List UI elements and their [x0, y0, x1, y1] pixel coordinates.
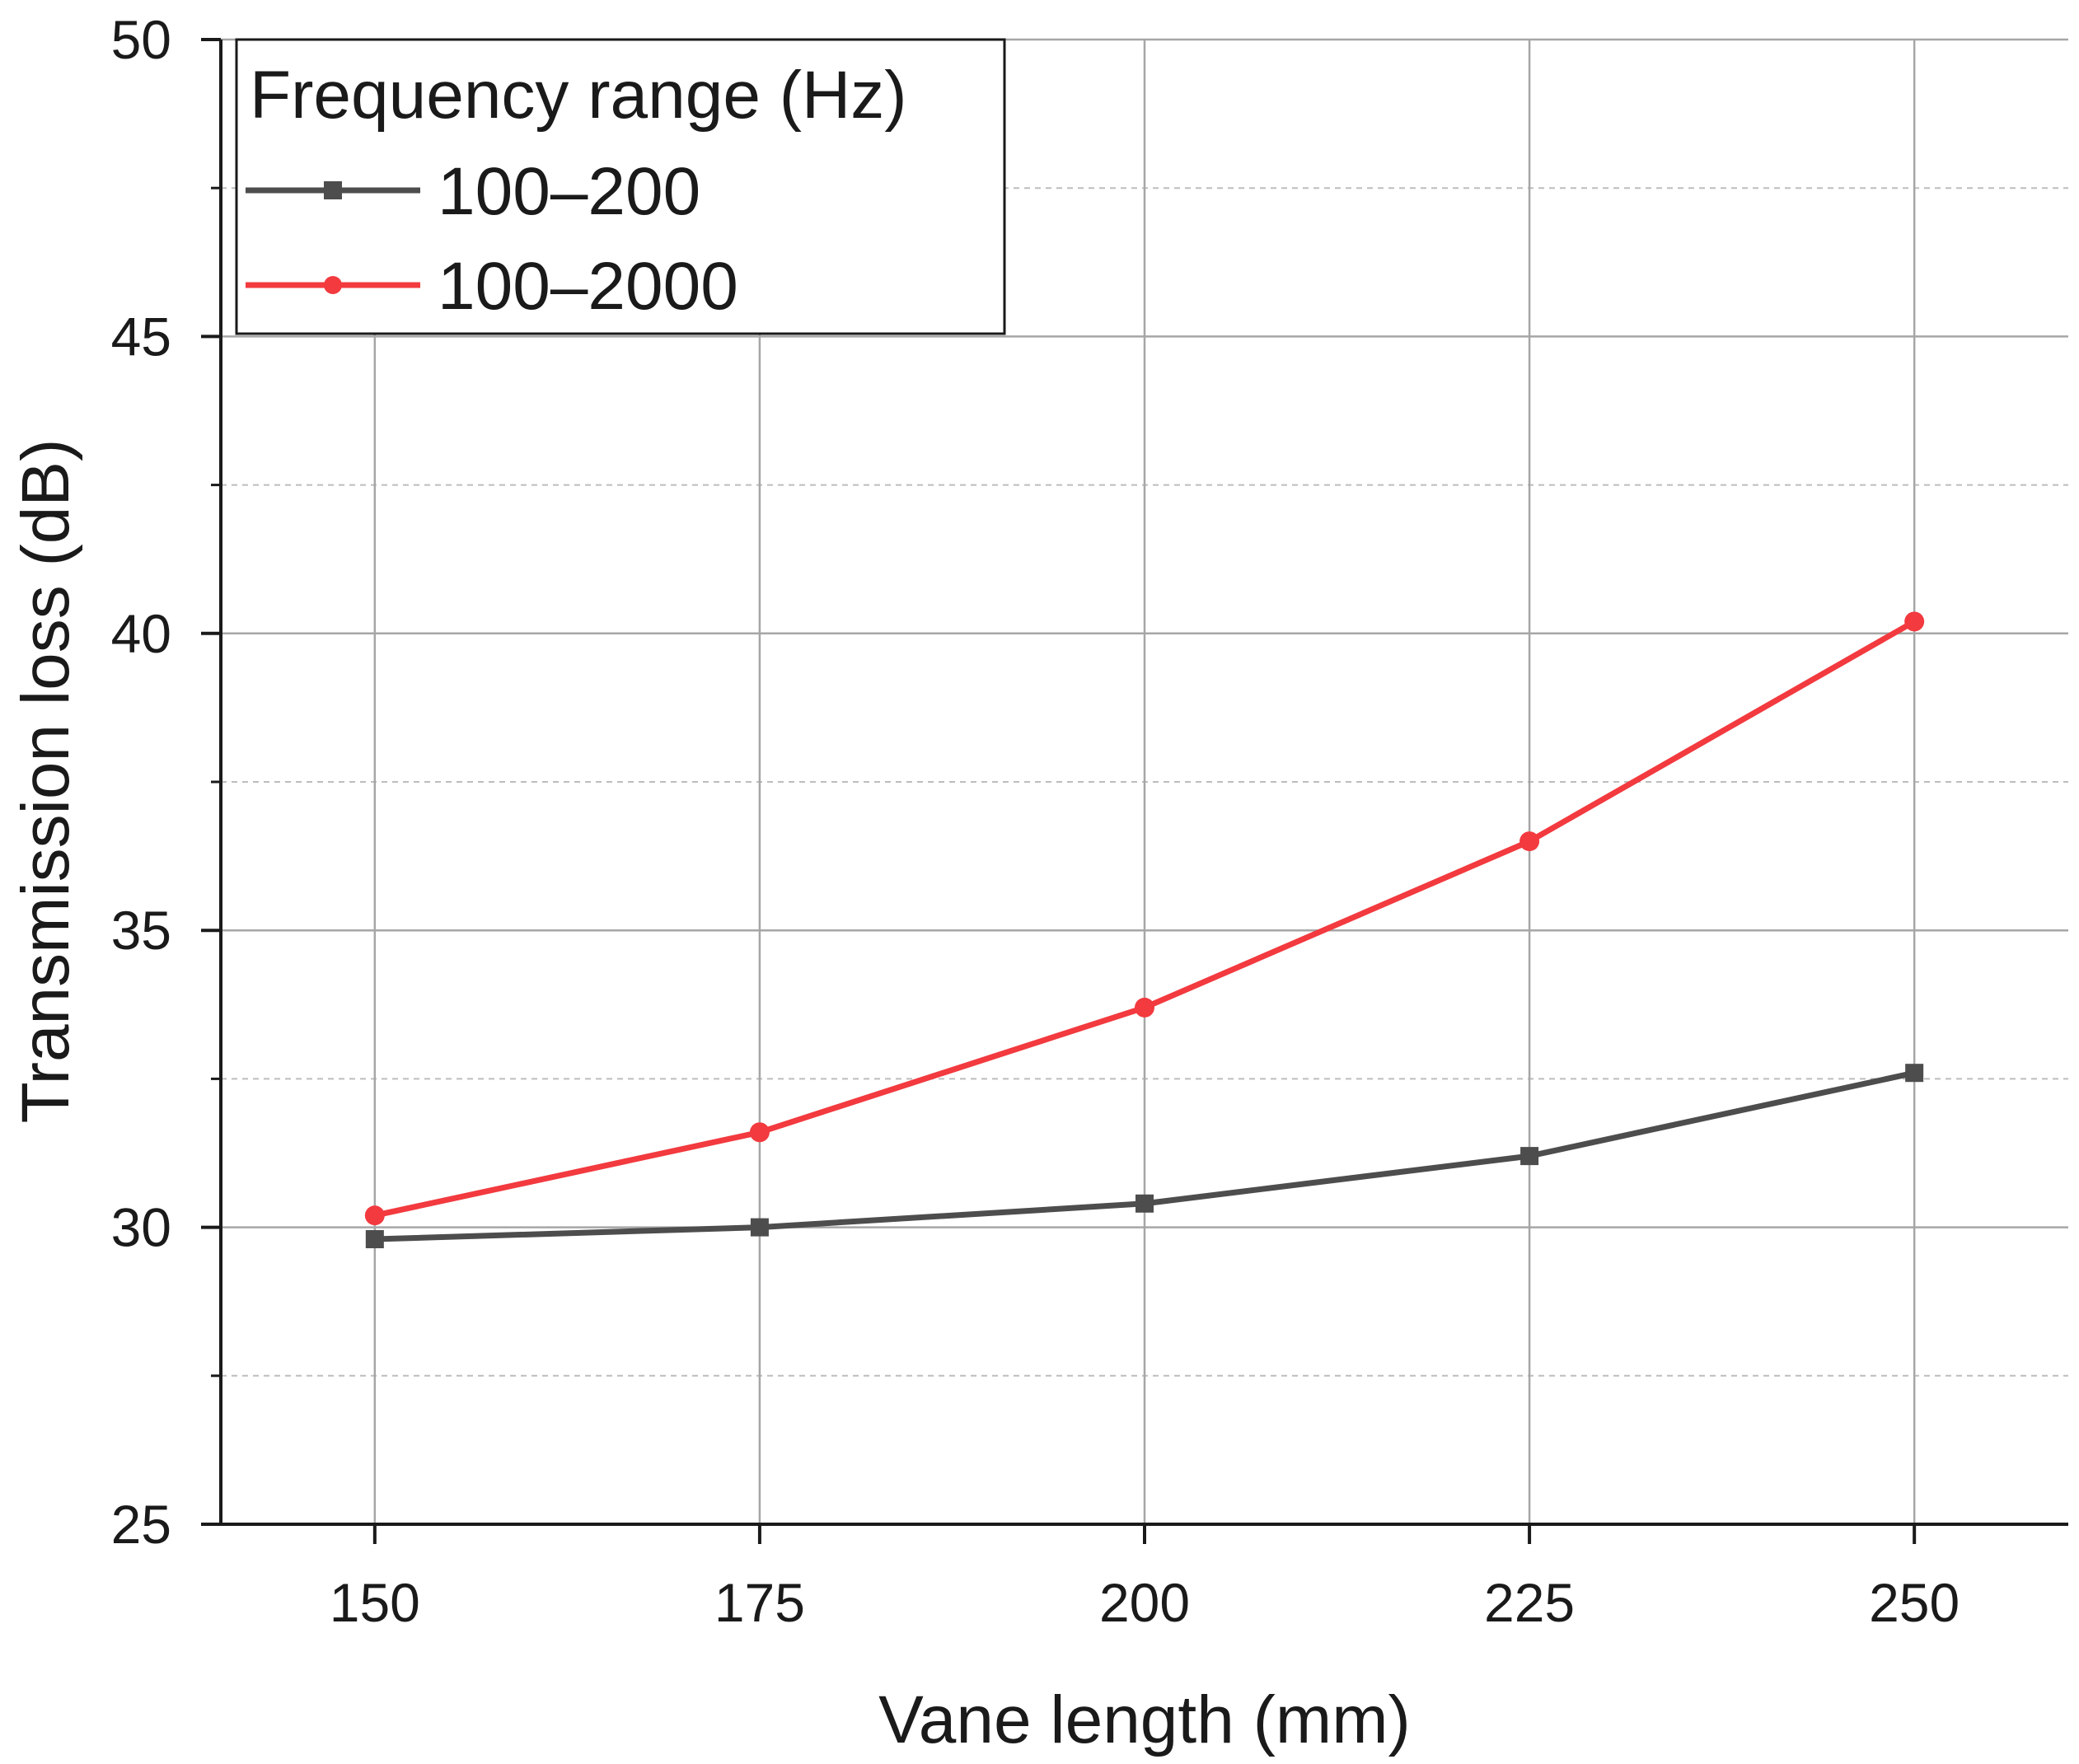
data-point	[1519, 831, 1540, 852]
x-tick-label: 250	[1869, 1572, 1960, 1633]
legend-marker	[324, 181, 342, 199]
data-point	[1135, 997, 1154, 1018]
data-point	[1904, 611, 1925, 632]
data-point	[364, 1205, 385, 1226]
x-tick-label: 225	[1484, 1572, 1575, 1633]
data-point	[1905, 1064, 1924, 1083]
legend-label: 100–2000	[438, 249, 738, 324]
x-tick-label: 175	[714, 1572, 805, 1633]
axes: 25 30 35 40 45 50 150 175 200 225 250	[111, 9, 2068, 1633]
x-axis-title: Vane length (mm)	[878, 1682, 1411, 1757]
y-tick-label: 25	[111, 1494, 171, 1555]
series-1	[365, 1064, 1924, 1249]
legend-label: 100–200	[438, 154, 700, 229]
y-axis-title: Transmission loss (dB)	[8, 439, 83, 1124]
y-tick-label: 50	[111, 9, 171, 70]
y-tick-label: 45	[111, 306, 171, 367]
data-point	[1520, 1147, 1539, 1166]
data-point	[750, 1218, 769, 1237]
legend: Frequency range (Hz) 100–200 100–2000	[235, 38, 1006, 335]
x-tick-label: 150	[330, 1572, 420, 1633]
data-point	[749, 1122, 770, 1143]
data-point	[1135, 1194, 1154, 1213]
grid	[221, 38, 2068, 1524]
y-tick-label: 30	[111, 1197, 171, 1258]
data-point	[365, 1230, 384, 1249]
y-tick-label: 35	[111, 900, 171, 961]
legend-marker	[324, 276, 342, 294]
y-tick-label: 40	[111, 603, 171, 664]
series-2	[364, 611, 1925, 1226]
series-layer	[364, 611, 1925, 1249]
x-tick-label: 200	[1099, 1572, 1190, 1633]
legend-title: Frequency range (Hz)	[250, 58, 907, 133]
